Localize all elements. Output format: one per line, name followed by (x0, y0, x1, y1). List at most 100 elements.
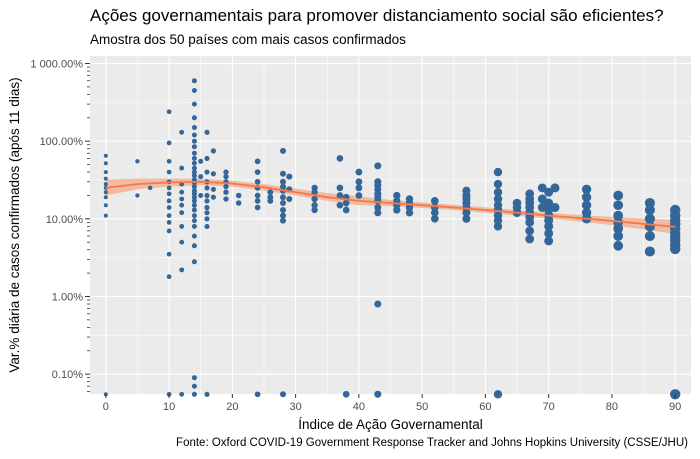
data-point (374, 300, 382, 308)
data-point (210, 171, 216, 177)
trend-layer (105, 178, 676, 234)
data-point (179, 129, 185, 135)
data-point (191, 88, 197, 93)
data-point (355, 168, 363, 176)
data-point (204, 129, 210, 135)
data-point (405, 203, 414, 212)
data-point (191, 207, 197, 213)
data-point (103, 161, 108, 166)
data-point (204, 169, 210, 175)
data-point (280, 212, 286, 219)
data-point (191, 202, 197, 208)
data-point (103, 153, 108, 158)
data-point (613, 190, 624, 201)
data-point (103, 190, 108, 195)
data-point (544, 228, 554, 238)
data-point (393, 191, 401, 200)
data-point (644, 231, 655, 242)
data-point (166, 158, 172, 164)
data-point (191, 144, 197, 150)
data-point (191, 169, 197, 175)
data-point (644, 197, 655, 209)
data-point (374, 162, 382, 170)
data-point (204, 204, 210, 211)
x-tick-label: 0 (103, 401, 109, 413)
data-point (374, 390, 382, 398)
data-point (254, 391, 261, 398)
data-point (537, 194, 547, 204)
data-point (311, 195, 318, 203)
data-point (191, 173, 197, 179)
x-tick-label: 10 (163, 401, 175, 413)
data-point (462, 214, 471, 223)
points-layer (103, 78, 681, 400)
data-point (493, 188, 503, 197)
data-point (223, 189, 229, 195)
data-point (374, 203, 382, 212)
confidence-band (105, 178, 676, 234)
chart-title: Ações governamentais para promover dista… (90, 6, 664, 25)
data-point (166, 109, 172, 115)
data-point (179, 267, 185, 273)
data-point (204, 210, 210, 216)
data-point (267, 189, 274, 196)
data-point (493, 194, 503, 204)
data-point (204, 391, 210, 397)
data-point (103, 195, 108, 200)
data-point (191, 375, 197, 381)
chart-caption: Fonte: Oxford COVID-19 Government Respon… (176, 437, 688, 449)
data-point (544, 221, 554, 231)
data-point (103, 170, 108, 175)
x-tick-label: 60 (479, 401, 491, 413)
data-point (280, 183, 286, 190)
data-point (191, 194, 197, 200)
data-point (179, 165, 185, 171)
data-point (336, 155, 344, 162)
data-point (191, 160, 197, 166)
data-point (374, 197, 382, 205)
data-point (191, 150, 197, 156)
data-point (179, 196, 185, 202)
y-tick-label: 1 000.00% (30, 59, 83, 71)
data-point (462, 208, 471, 217)
data-point (613, 231, 624, 241)
data-point (550, 183, 560, 193)
data-point (223, 173, 229, 180)
data-point (191, 165, 197, 171)
data-point (191, 132, 197, 138)
y-tick-label: 100.00% (40, 136, 84, 148)
data-point (355, 178, 363, 186)
data-point (280, 207, 286, 213)
data-point (191, 115, 197, 121)
x-tick-label: 30 (289, 401, 301, 413)
data-point (493, 216, 503, 225)
data-point (191, 184, 197, 190)
data-point (644, 221, 655, 232)
data-point (198, 158, 204, 164)
data-point (613, 240, 624, 251)
data-point (430, 208, 439, 217)
data-point (267, 197, 274, 204)
data-point (280, 147, 286, 154)
data-point (311, 202, 318, 209)
data-point (550, 202, 560, 213)
data-point (613, 200, 624, 211)
data-point (179, 189, 185, 195)
data-point (204, 223, 210, 229)
data-point (147, 185, 153, 191)
data-point (581, 192, 592, 202)
data-point (179, 239, 185, 245)
data-point (613, 210, 624, 221)
data-point (204, 198, 210, 204)
y-tick-label: 10.00% (46, 214, 84, 226)
data-point (166, 213, 172, 218)
data-point (355, 192, 363, 199)
data-point (280, 200, 286, 206)
data-point (644, 204, 655, 216)
data-point (191, 218, 197, 224)
data-point (166, 205, 172, 210)
data-point (342, 199, 350, 207)
x-tick-label: 40 (353, 401, 365, 413)
data-point (581, 184, 592, 194)
data-point (191, 383, 197, 389)
